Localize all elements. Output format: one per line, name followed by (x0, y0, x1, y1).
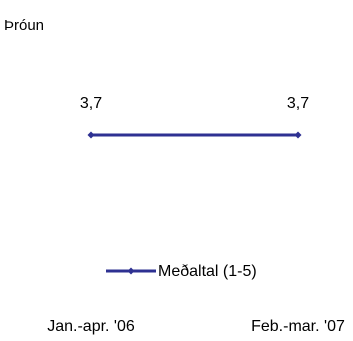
data-label: 3,7 (287, 95, 309, 112)
data-point (294, 131, 302, 139)
legend-label: Meðaltal (1-5) (158, 263, 257, 280)
data-point (87, 131, 95, 139)
x-tick-label: Feb.-mar. '07 (251, 318, 345, 335)
legend: Meðaltal (1-5) (106, 263, 257, 280)
data-label: 3,7 (80, 95, 102, 112)
x-axis: Jan.-apr. '06 Feb.-mar. '07 (47, 318, 345, 335)
plot-area: 3,7 3,7 (80, 95, 309, 139)
chart-title: Þróun (4, 17, 44, 34)
legend-marker (127, 267, 135, 275)
x-tick-label: Jan.-apr. '06 (47, 318, 135, 335)
